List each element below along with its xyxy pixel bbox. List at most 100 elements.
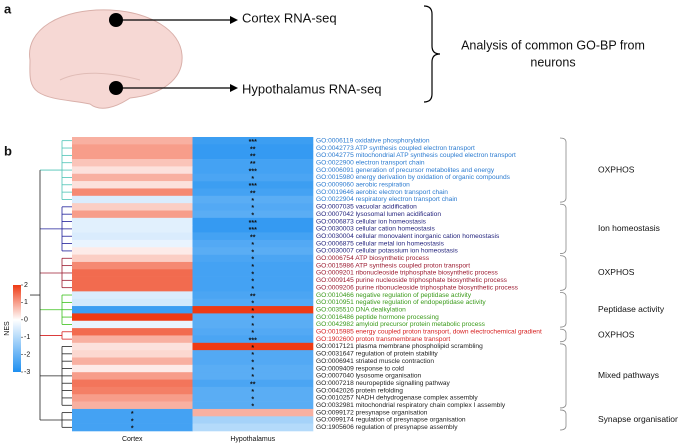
heat-cell [192,379,314,388]
heat-cell [72,364,193,373]
go-term: GO:0019646 aerobic electron transport ch… [316,189,448,196]
heat-cell [72,335,193,344]
significance: * [251,176,254,183]
heat-cell [72,247,193,255]
heat-cell [192,357,314,366]
heat-cell [72,291,193,299]
heat-cell [72,232,193,241]
heat-cell [192,306,314,314]
brace [423,5,441,103]
heat-cell [192,335,314,344]
significance: * [251,308,254,315]
heat-cell [72,328,193,336]
heat-cell [192,210,314,219]
significance: * [251,360,254,367]
go-term: GO:0006873 cellular ion homeostasis [316,218,427,225]
colorbar [13,285,21,372]
group-label: Mixed pathways [598,370,659,380]
go-term: GO:0035510 DNA dealkylation [316,306,406,313]
significance: * [251,205,254,212]
heat-cell [192,173,314,182]
heat-cell [192,195,314,204]
significance: * [251,404,254,411]
heat-cell [192,416,314,424]
go-term: GO:0010257 NADH dehydrogenase complex as… [316,395,478,402]
colorbar-tick-label: -2 [24,351,30,358]
go-term: GO:0010951 negative regulation of endope… [316,299,486,306]
go-term: GO:0006091 generation of precursor metab… [316,167,495,174]
go-term: GO:0099172 presynapse organisation [316,409,428,416]
heat-cell [192,401,314,410]
heat-cell [192,144,314,152]
significance: * [251,286,254,293]
heat-cell [72,416,193,424]
go-term: GO:0015985 energy coupled proton transpo… [316,329,542,336]
heat-cell [72,379,193,388]
significance: * [131,418,134,425]
heat-cell [192,372,314,380]
heat-cell [72,151,193,160]
go-term: GO:0015980 energy derivation by oxidatio… [316,174,511,181]
heat-cell [72,181,193,189]
significance: * [251,301,254,308]
heat-cell [72,188,193,197]
significance: * [251,389,254,396]
go-term: GO:0042026 protein refolding [316,387,403,394]
heat-cell [72,386,193,395]
go-term: GO:0009201 ribonucleoside triphosphate b… [316,270,499,277]
significance: * [251,249,254,256]
significance: * [251,242,254,249]
significance: * [251,374,254,381]
heat-cell [72,166,193,175]
heat-cell [72,203,193,211]
heat-cell [192,261,314,270]
heat-cell [72,261,193,270]
group-bracket [559,203,567,254]
significance: * [251,271,254,278]
heat-cell [192,291,314,299]
heat-cell [72,239,193,248]
heat-cell [192,217,314,226]
go-term: GO:0007218 neuropeptide signalling pathw… [316,380,451,387]
heat-cell [72,144,193,152]
heat-cell [192,225,314,233]
column-label: Cortex [122,436,143,443]
significance: *** [249,227,257,234]
go-term: GO:0022900 electron transport chain [316,159,425,166]
heat-cell [192,320,314,329]
go-term: GO:0030003 cellular cation homeostasis [316,226,435,233]
heat-cell [72,298,193,307]
go-term: GO:0007040 lysosome organisation [316,373,422,380]
go-term: GO:0009206 purine ribonucleoside triphos… [316,284,519,291]
significance: ** [250,146,256,153]
significance: *** [249,337,257,344]
significance: * [131,411,134,418]
heat-cell [72,210,193,219]
significance: *** [249,220,257,227]
heat-cell [192,151,314,160]
heat-cell [192,386,314,395]
heat-cell [72,342,193,351]
go-term: GO:1902600 proton transmembrane transpor… [316,336,450,343]
heat-cell [192,408,314,417]
significance: * [251,264,254,271]
heat-cell [72,408,193,417]
heat-cell [72,269,193,277]
heat-cell [72,217,193,226]
go-term: GO:0006754 ATP biosynthetic process [316,255,430,262]
go-term: GO:0009060 aerobic respiration [316,182,410,189]
significance: * [251,352,254,359]
group-bracket [559,409,567,431]
heat-cell [72,394,193,402]
group-label: Peptidase activity [598,304,665,314]
go-term: GO:0042773 ATP synthesis coupled electro… [316,145,475,152]
heat-cell [192,159,314,167]
heat-cell [192,181,314,189]
significance: * [251,315,254,322]
group-bracket [559,328,567,343]
colorbar-label: NES [4,321,11,336]
significance: *** [249,139,257,146]
significance: * [251,257,254,264]
significance: * [251,367,254,374]
